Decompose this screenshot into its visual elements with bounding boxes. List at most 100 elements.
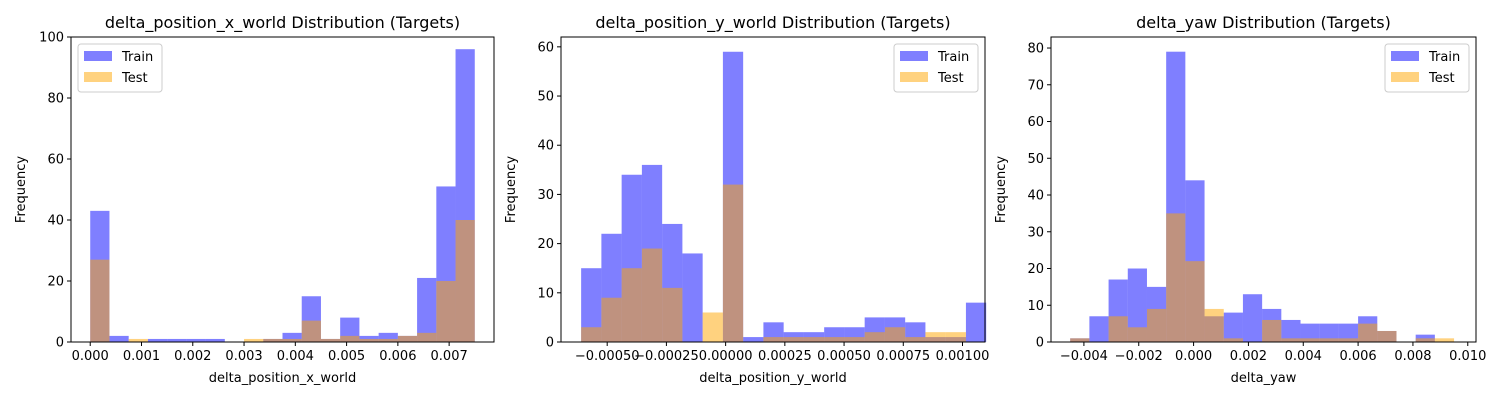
- series-train: [90, 49, 475, 342]
- bar-train: [965, 302, 987, 342]
- x-axis-label: delta_position_x_world: [209, 371, 356, 386]
- bar-test: [1223, 338, 1243, 342]
- bar-test: [641, 248, 663, 342]
- bar-train: [109, 335, 129, 342]
- bar-train: [417, 277, 437, 342]
- bar-test: [662, 287, 683, 342]
- y-tick-label: 0: [546, 336, 554, 351]
- chart-title: delta_position_x_world Distribution (Tar…: [105, 13, 460, 33]
- bar-train: [803, 332, 825, 342]
- legend-swatch-test: [84, 72, 112, 82]
- x-tick-label: 0.00075: [876, 349, 930, 364]
- series-train: [1070, 51, 1435, 343]
- x-tick-label: 0.00050: [817, 349, 871, 364]
- bar-test: [1070, 338, 1090, 342]
- x-tick-label: 0.005: [328, 349, 365, 364]
- legend-label-train: Train: [1428, 50, 1460, 65]
- bar-test: [1358, 323, 1378, 342]
- y-tick-label: 10: [537, 286, 554, 301]
- bar-test: [128, 338, 148, 342]
- bar-test: [244, 338, 264, 342]
- bar-test: [90, 259, 110, 342]
- x-tick-label: 0.006: [1339, 349, 1376, 364]
- legend: Train Test: [893, 43, 979, 93]
- bar-test: [1127, 327, 1147, 342]
- x-tick-label: −0.002: [1115, 349, 1163, 364]
- legend-label-test: Test: [1428, 71, 1455, 86]
- bar-test: [783, 337, 804, 342]
- chart-panel-2: −0.00050−0.00025 0.00000 0.00025 0.00050 0.0…: [504, 13, 989, 386]
- bar-train: [1089, 316, 1109, 342]
- bar-test: [581, 327, 602, 342]
- x-tick-label: 0.001: [123, 349, 160, 364]
- x-tick-label: −0.00025: [634, 349, 699, 364]
- y-tick-label: 40: [1027, 189, 1044, 204]
- bar-test: [340, 335, 360, 342]
- bar-test: [803, 337, 825, 342]
- x-tick-label: 0.007: [431, 349, 468, 364]
- axes-frame: [1050, 36, 1477, 343]
- bar-test: [1185, 261, 1205, 342]
- legend-swatch-train: [1391, 51, 1419, 61]
- y-tick-label: 40: [47, 214, 64, 229]
- axes-frame: [560, 36, 986, 343]
- bar-train: [783, 332, 804, 342]
- bar-train: [205, 338, 225, 342]
- y-tick-label: 0: [1036, 336, 1044, 351]
- bar-test: [282, 338, 302, 342]
- bar-train: [378, 332, 398, 342]
- bar-test: [1204, 308, 1224, 342]
- bar-train: [1319, 323, 1339, 342]
- x-tick-label: 0.004: [277, 349, 314, 364]
- legend-label-train: Train: [121, 50, 153, 65]
- x-tick-label: 0.000: [1175, 349, 1212, 364]
- y-tick-label: 30: [537, 188, 554, 203]
- y-tick-label: 0: [56, 336, 64, 351]
- bar-test: [601, 297, 622, 342]
- bar-test: [397, 335, 418, 342]
- bar-test: [1377, 330, 1397, 342]
- bar-train: [1127, 268, 1147, 342]
- y-axis-label: Frequency: [994, 156, 1009, 223]
- bar-test: [1166, 213, 1186, 342]
- bar-test: [359, 338, 379, 342]
- y-tick-label: 10: [1027, 299, 1044, 314]
- y-tick-label: 50: [1027, 152, 1044, 167]
- bar-train: [1223, 312, 1243, 342]
- legend-swatch-train: [84, 51, 112, 61]
- bar-train: [147, 338, 168, 342]
- bar-train: [905, 322, 926, 342]
- y-tick-label: 20: [537, 237, 554, 252]
- bar-train: [186, 338, 206, 342]
- bar-test: [763, 337, 784, 342]
- bar-test: [1434, 338, 1455, 342]
- series-test: [90, 220, 475, 342]
- legend: Train Test: [1384, 43, 1470, 93]
- y-axis-label: Frequency: [14, 156, 29, 223]
- y-tick-label: 80: [1027, 42, 1044, 57]
- bar-test: [1108, 316, 1128, 342]
- bar-train: [167, 338, 187, 342]
- bar-test: [905, 337, 926, 342]
- y-tick-label: 60: [1027, 115, 1044, 130]
- bar-test: [621, 268, 642, 342]
- y-tick-label: 60: [537, 40, 554, 55]
- x-tick-label: 0.008: [1394, 349, 1431, 364]
- legend-label-test: Test: [937, 71, 964, 86]
- bar-train: [1300, 323, 1320, 342]
- y-tick-label: 30: [1027, 225, 1044, 240]
- chart-panel-1: 0.000 0.001 0.002 0.003 0.004 0.005 0.006 0.007…: [14, 13, 495, 386]
- bar-test: [824, 337, 845, 342]
- bar-test: [301, 320, 321, 342]
- bar-test: [844, 337, 865, 342]
- chart-title: delta_position_y_world Distribution (Tar…: [595, 13, 950, 33]
- x-tick-label: 0.004: [1285, 349, 1322, 364]
- legend-swatch-test: [900, 72, 928, 82]
- bar-test: [864, 332, 885, 342]
- bar-test: [320, 338, 341, 342]
- bar-test: [1300, 338, 1320, 342]
- bar-test: [1319, 338, 1339, 342]
- bar-test: [455, 220, 475, 342]
- legend-swatch-train: [900, 51, 928, 61]
- bar-train: [682, 253, 703, 342]
